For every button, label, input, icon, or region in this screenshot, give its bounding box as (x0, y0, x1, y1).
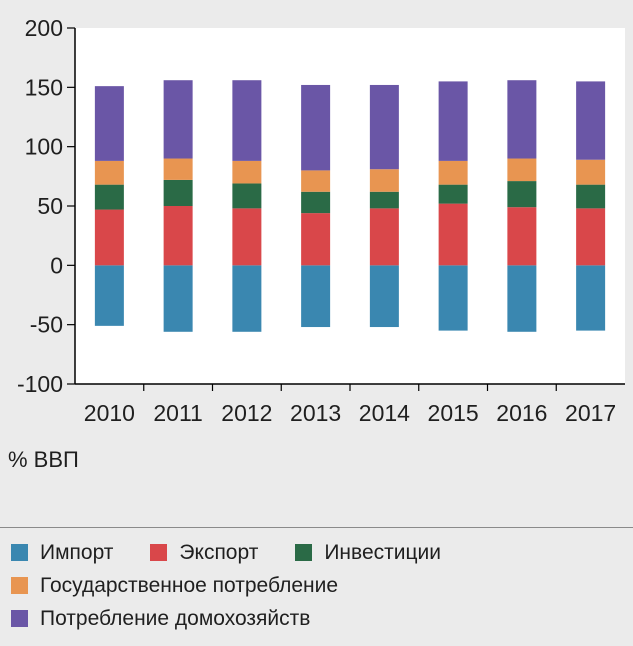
bar-export-2016 (507, 207, 537, 266)
bar-household-2010 (94, 86, 124, 161)
x-tick-label: 2015 (428, 400, 479, 426)
x-tick-label: 2016 (496, 400, 547, 426)
bar-gov-2015 (438, 160, 468, 185)
bar-gov-2010 (94, 160, 124, 185)
bar-household-2011 (163, 80, 193, 159)
bar-gov-2017 (576, 159, 606, 185)
bar-investment-2010 (94, 184, 124, 210)
bar-household-2017 (576, 81, 606, 160)
bar-investment-2014 (369, 191, 399, 209)
bar-import-2010 (94, 265, 124, 326)
legend: Импорт Экспорт Инвестиции Государственно… (0, 536, 633, 635)
x-tick-label: 2017 (565, 400, 616, 426)
legend-item-gov: Государственное потребление (0, 574, 338, 598)
legend-swatch-gov (11, 577, 28, 594)
legend-item-investment: Инвестиции (284, 541, 441, 565)
unit-label: % ВВП (8, 447, 79, 472)
bar-gov-2013 (301, 170, 331, 192)
y-tick-label: 150 (25, 74, 63, 100)
bar-household-2014 (369, 84, 399, 170)
y-ticks-group: 200 150 100 50 0 -50 -100 (17, 15, 75, 397)
legend-label-export: Экспорт (179, 540, 259, 564)
bar-export-2010 (94, 209, 124, 266)
bar-import-2014 (369, 265, 399, 328)
bar-gov-2012 (232, 160, 262, 184)
bar-gov-2011 (163, 158, 193, 180)
y-tick-label: 100 (25, 134, 63, 160)
bar-export-2011 (163, 206, 193, 266)
bar-import-2015 (438, 265, 468, 331)
bar-export-2012 (232, 208, 262, 266)
x-tick-label: 2013 (290, 400, 341, 426)
legend-label-investment: Инвестиции (324, 540, 441, 564)
bar-import-2012 (232, 265, 262, 332)
legend-item-import: Импорт (0, 541, 113, 565)
legend-item-export: Экспорт (139, 541, 258, 565)
legend-swatch-household (11, 610, 28, 627)
bar-import-2011 (163, 265, 193, 332)
bar-investment-2012 (232, 183, 262, 209)
legend-row-2: Государственное потребление (0, 569, 633, 602)
bar-import-2013 (301, 265, 331, 328)
bar-investment-2016 (507, 181, 537, 208)
bar-import-2017 (576, 265, 606, 331)
legend-row-3: Потребление домохозяйств (0, 602, 633, 635)
x-ticks-group: 2010 2011 2012 2013 2014 2015 2016 2017 (84, 384, 616, 426)
stacked-bar-chart: 200 150 100 50 0 -50 -100 2010 2011 2012 2013 2014… (17, 15, 625, 426)
legend-label-household: Потребление домохозяйств (40, 606, 311, 630)
bar-gov-2014 (369, 169, 399, 192)
bar-household-2013 (301, 84, 331, 171)
bar-export-2015 (438, 203, 468, 266)
x-tick-label: 2012 (221, 400, 272, 426)
plot-area (75, 28, 625, 384)
bar-export-2017 (576, 208, 606, 266)
bar-investment-2017 (576, 184, 606, 209)
bar-export-2014 (369, 208, 399, 266)
bar-investment-2013 (301, 191, 331, 214)
bar-import-2016 (507, 265, 537, 332)
legend-divider (0, 527, 633, 528)
y-tick-label: 50 (37, 193, 63, 219)
y-tick-label: 0 (50, 252, 63, 278)
legend-swatch-export (150, 544, 168, 561)
legend-row-1: Импорт Экспорт Инвестиции (0, 536, 633, 569)
bar-export-2013 (301, 213, 331, 266)
legend-label-gov: Государственное потребление (40, 573, 339, 597)
bar-investment-2015 (438, 184, 468, 204)
bar-household-2016 (507, 80, 537, 159)
x-tick-label: 2010 (84, 400, 135, 426)
bar-household-2012 (232, 80, 262, 161)
legend-swatch-import (11, 544, 28, 561)
bar-gov-2016 (507, 158, 537, 182)
y-tick-label: -100 (17, 371, 63, 397)
x-tick-label: 2014 (359, 400, 410, 426)
legend-item-household: Потребление домохозяйств (0, 607, 310, 631)
legend-swatch-investment (295, 544, 313, 561)
y-tick-label: 200 (25, 15, 63, 41)
bar-investment-2011 (163, 179, 193, 206)
bar-household-2015 (438, 81, 468, 161)
x-tick-label: 2011 (153, 400, 202, 426)
y-tick-label: -50 (30, 312, 63, 338)
bars-group (94, 80, 606, 332)
legend-label-import: Импорт (40, 540, 114, 564)
